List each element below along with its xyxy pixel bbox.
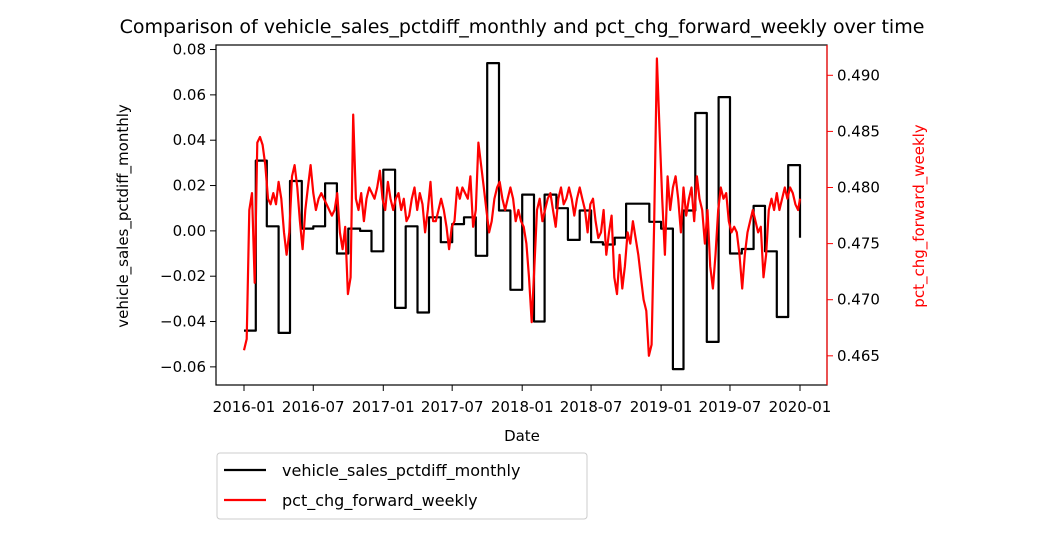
y-axis-left: −0.06 −0.04 −0.02 0.00 0.02 0.04 0.06 0.08: [160, 41, 216, 376]
y-left-tick-label: −0.06: [160, 358, 206, 376]
legend-label-series1: vehicle_sales_pctdiff_monthly: [282, 461, 520, 481]
x-tick-label: 2018-01: [491, 398, 554, 416]
x-tick-label: 2017-07: [421, 398, 484, 416]
y-left-tick-label: 0.04: [173, 131, 206, 149]
series-line-1: [244, 62, 802, 371]
y-left-tick-label: 0.06: [173, 86, 206, 104]
x-axis-title: Date: [504, 427, 540, 445]
y-right-tick-label: 0.465: [837, 347, 880, 365]
legend: vehicle_sales_pctdiff_monthly pct_chg_fo…: [216, 452, 588, 520]
x-axis: 2016-01 2016-07 2017-01 2017-07 2018-01 2018-…: [213, 385, 832, 416]
x-tick-label: 2020-01: [769, 398, 832, 416]
legend-box: [216, 452, 588, 520]
y-left-tick-label: 0.08: [173, 41, 206, 59]
y-axis-left-title: vehicle_sales_pctdiff_monthly: [114, 104, 133, 328]
x-tick-label: 2018-07: [560, 398, 623, 416]
y-axis-right: 0.465 0.470 0.475 0.480 0.485 0.490: [826, 45, 880, 385]
series-layer: [242, 57, 802, 371]
y-right-tick-label: 0.470: [837, 291, 880, 309]
series-line-2: [242, 57, 802, 357]
y-left-tick-label: −0.04: [160, 313, 206, 331]
x-tick-label: 2019-01: [630, 398, 693, 416]
y-left-tick-label: 0.02: [173, 177, 206, 195]
x-tick-label: 2016-07: [282, 398, 345, 416]
y-right-tick-label: 0.480: [837, 179, 880, 197]
y-axis-right-title: pct_chg_forward_weekly: [910, 124, 929, 308]
chart-title: Comparison of vehicle_sales_pctdiff_mont…: [120, 16, 925, 38]
y-left-tick-label: −0.02: [160, 267, 206, 285]
x-tick-label: 2019-07: [699, 398, 762, 416]
y-right-tick-label: 0.485: [837, 122, 880, 140]
y-right-tick-label: 0.475: [837, 235, 880, 253]
x-tick-label: 2016-01: [213, 398, 276, 416]
y-left-tick-label: 0.00: [173, 222, 206, 240]
legend-label-series2: pct_chg_forward_weekly: [282, 491, 478, 511]
y-right-tick-label: 0.490: [837, 66, 880, 84]
x-tick-label: 2017-01: [352, 398, 415, 416]
